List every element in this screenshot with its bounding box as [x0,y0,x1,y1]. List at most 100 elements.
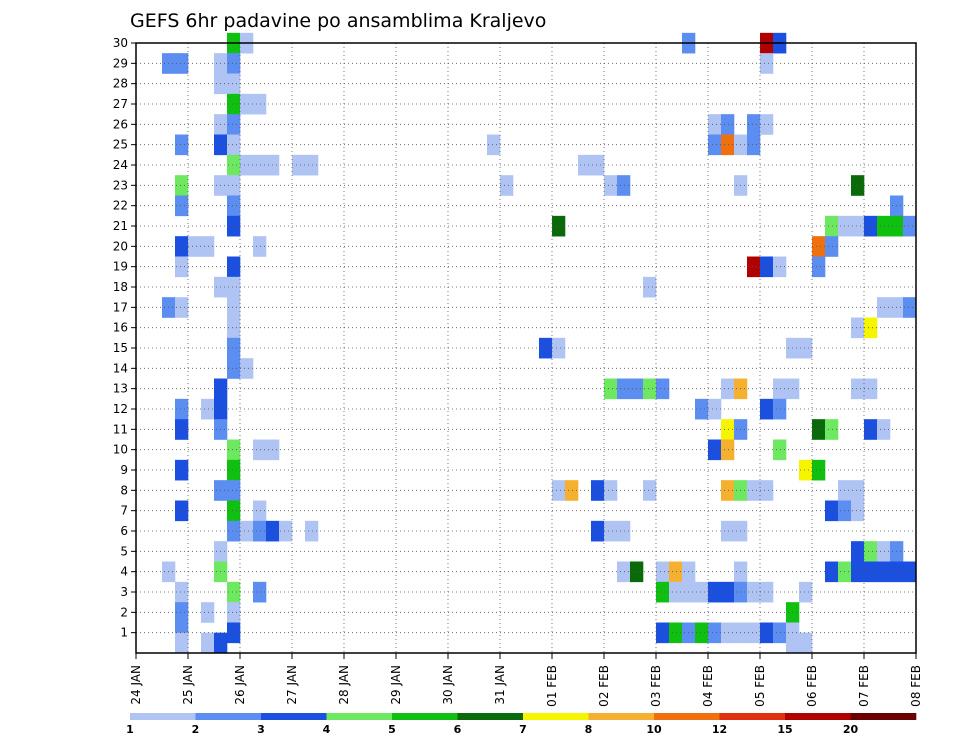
legend-label: 2 [192,723,200,736]
precip-cell [773,398,787,420]
precip-cell [721,114,735,135]
precip-cell [695,622,709,644]
y-tick-label: 30 [113,36,128,50]
legend-swatch [850,713,917,720]
precip-cell [227,602,241,623]
legend-label: 8 [585,723,593,736]
precip-cell [500,175,514,196]
precip-cell [695,581,709,603]
precip-cell [175,581,189,603]
y-tick-label: 28 [113,77,128,91]
precip-cell [227,500,241,522]
precip-cell [240,93,254,115]
x-tick-label: 07 FEB [857,665,871,707]
precip-cell [591,480,605,501]
precip-cell [214,632,228,654]
precip-cell [864,561,878,583]
y-tick-label: 22 [113,199,128,213]
precip-cell [773,256,787,278]
precip-cell [201,398,215,420]
x-tick-label: 08 FEB [909,665,923,707]
y-tick-label: 24 [113,158,128,172]
legend-swatch [654,713,720,720]
y-tick-label: 18 [113,280,128,294]
y-tick-label: 2 [120,605,128,619]
precip-cell [175,602,189,623]
precip-cell [864,317,878,339]
color-legend: 1 2 3 4 5 6 7 8 10 12 15 20 [126,713,917,736]
y-tick-label: 5 [120,544,128,558]
precip-cell [591,154,605,176]
precip-cell [708,398,722,420]
precip-cell [812,419,826,440]
precip-cell [617,520,631,542]
precip-cell [825,500,839,522]
precip-cell [227,459,241,481]
precip-cell [240,520,254,542]
precip-cell [175,459,189,481]
precip-cell [227,276,241,298]
precip-cell [305,154,319,176]
precip-cell [227,73,241,95]
y-tick-label: 6 [120,524,128,538]
legend-label: 12 [712,723,727,736]
precip-cell [227,175,241,196]
x-tick-label: 25 JAN [181,665,195,705]
precip-cell [201,602,215,623]
precip-cell [175,297,189,318]
precipitation-cells [162,32,917,654]
precip-cell [851,215,865,237]
precip-cell [851,541,865,562]
legend-swatch [523,713,589,720]
precip-cell [227,358,241,379]
precip-cell [773,622,787,644]
y-tick-label: 11 [113,422,128,436]
legend-label: 20 [843,723,859,736]
precip-cell [799,337,813,359]
x-tick-label: 01 FEB [545,665,559,707]
precip-cell [240,358,254,379]
precip-cell [253,93,267,115]
x-tick-label: 04 FEB [701,665,715,707]
precip-cell [708,439,722,461]
precip-cell [877,561,891,583]
precip-cell [903,297,917,318]
precip-cell [227,480,241,501]
precip-cell [539,337,553,359]
precip-cell [708,134,722,156]
precip-cell [721,622,735,644]
precip-cell [812,236,826,257]
y-tick-label: 12 [113,402,128,416]
precip-cell [773,378,787,400]
x-tick-label: 03 FEB [649,665,663,707]
precip-cell [279,520,293,542]
precip-cell [175,419,189,440]
x-tick-label: 05 FEB [753,665,767,707]
precip-cell [643,276,657,298]
precip-cell [487,134,501,156]
x-tick-label: 28 JAN [337,665,351,705]
precip-cell [175,53,189,74]
precip-cell [825,419,839,440]
y-tick-label: 4 [120,565,128,579]
precip-cell [747,256,761,278]
legend-label: 1 [126,723,134,736]
precip-cell [721,581,735,603]
precip-cell [799,632,813,654]
precip-cell [903,561,917,583]
precip-cell [721,419,735,440]
precip-cell [227,439,241,461]
precip-cell [591,520,605,542]
y-tick-label: 21 [113,219,128,233]
legend-label: 7 [519,723,527,736]
precip-cell [851,317,865,339]
precip-cell [669,561,683,583]
y-tick-label: 26 [113,117,128,131]
precip-cell [812,459,826,481]
legend-label: 5 [388,723,396,736]
precip-cell [799,581,813,603]
precip-cell [240,154,254,176]
y-tick-label: 9 [120,463,128,477]
legend-label: 3 [257,723,265,736]
precip-cell [643,378,657,400]
